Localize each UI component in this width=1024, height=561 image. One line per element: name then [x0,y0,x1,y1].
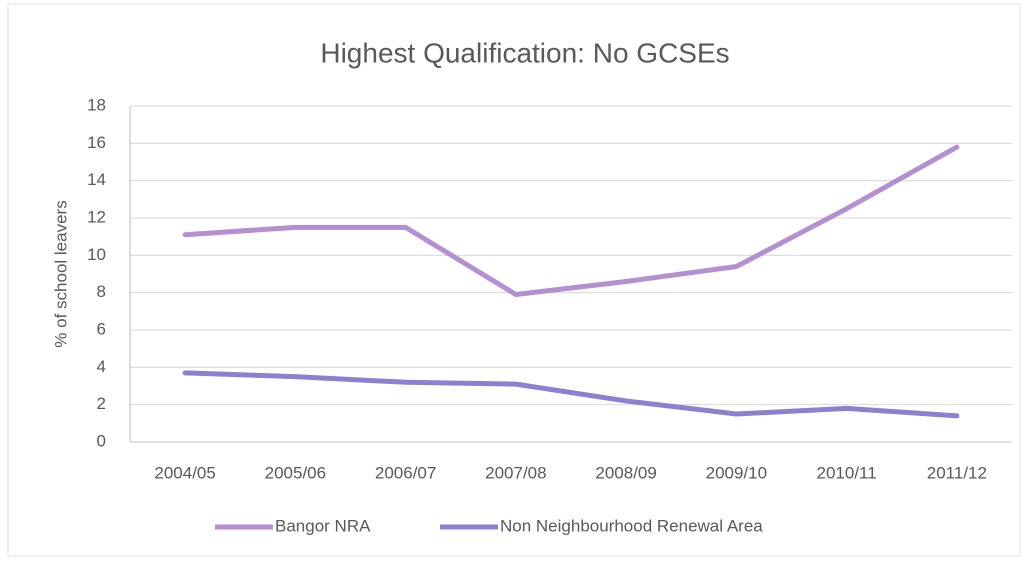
y-tick-label: 18 [87,95,106,114]
x-tick-label: 2009/10 [706,463,767,482]
x-tick-label: 2011/12 [927,463,987,482]
y-tick-label: 8 [97,282,106,301]
y-tick-label: 2 [97,394,106,413]
x-tick-label: 2006/07 [375,463,436,482]
y-tick-label: 6 [97,319,106,338]
y-tick-label: 4 [97,357,106,376]
y-tick-label: 0 [97,431,106,450]
chart-title: Highest Qualification: No GCSEs [320,37,729,68]
x-tick-label: 2008/09 [595,463,656,482]
x-tick-label: 2010/11 [817,463,877,482]
x-tick-label: 2004/05 [154,463,215,482]
x-tick-label: 2005/06 [265,463,326,482]
y-tick-label: 12 [87,207,106,226]
series-line [182,370,960,419]
y-tick-label: 14 [87,170,106,189]
series-line [182,144,960,298]
y-tick-label: 16 [87,133,106,152]
chart-border [7,3,1021,557]
legend-label: Non Neighbourhood Renewal Area [500,516,763,535]
legend-label: Bangor NRA [275,516,371,535]
x-tick-label: 2007/08 [485,463,546,482]
y-axis-label: % of school leavers [51,200,70,347]
y-tick-label: 10 [87,245,106,264]
